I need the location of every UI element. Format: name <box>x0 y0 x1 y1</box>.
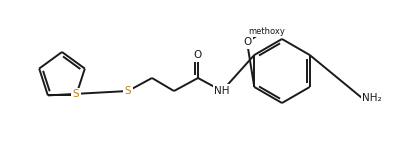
Text: O: O <box>243 37 251 47</box>
Text: S: S <box>125 86 131 96</box>
Text: O: O <box>194 50 202 60</box>
Text: S: S <box>73 89 79 99</box>
Text: NH₂: NH₂ <box>362 93 382 103</box>
Text: methoxy: methoxy <box>249 27 286 36</box>
Text: NH: NH <box>214 86 230 96</box>
